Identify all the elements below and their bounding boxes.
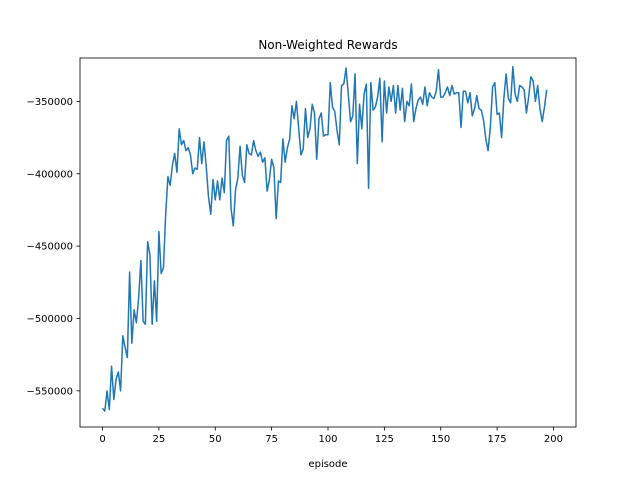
y-tick-label: −400000 [26, 169, 73, 180]
x-axis-label: episode [308, 459, 347, 470]
x-tick-label: 200 [544, 434, 563, 445]
x-axis: 0 25 50 75 100 125 150 175 200 [99, 427, 563, 445]
chart-title: Non-Weighted Rewards [258, 38, 397, 52]
y-axis: −550000 −500000 −450000 −400000 −350000 [26, 97, 80, 397]
y-tick-label: −500000 [26, 314, 73, 325]
y-tick-label: −550000 [26, 386, 73, 397]
x-tick-label: 0 [99, 434, 105, 445]
x-tick-label: 125 [375, 434, 394, 445]
x-tick-label: 100 [318, 434, 337, 445]
x-tick-label: 25 [153, 434, 166, 445]
series-line [101, 65, 548, 412]
x-tick-label: 75 [265, 434, 278, 445]
y-tick-label: −450000 [26, 242, 73, 253]
x-tick-label: 150 [431, 434, 450, 445]
x-tick-label: 50 [209, 434, 222, 445]
plot-area [79, 57, 577, 428]
x-tick-label: 175 [488, 434, 507, 445]
y-tick-label: −350000 [26, 97, 73, 108]
